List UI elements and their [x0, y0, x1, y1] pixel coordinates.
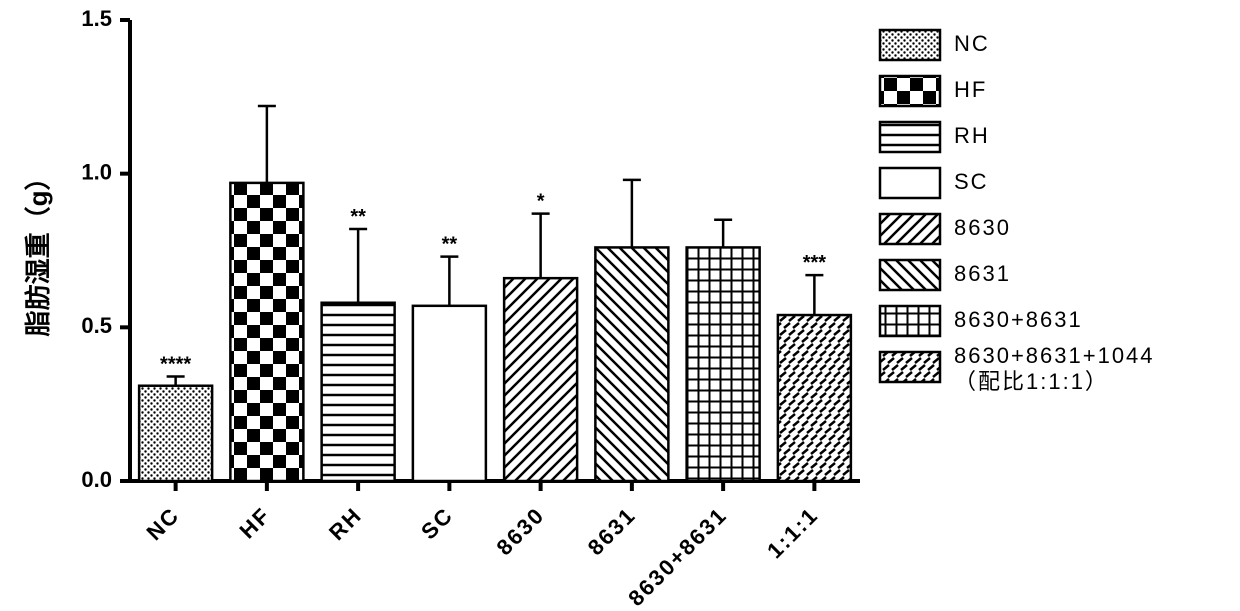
bar-1:1:1 [778, 315, 851, 481]
legend-item: 8630 [880, 214, 1011, 244]
legend-item: RH [880, 122, 990, 152]
x-tick-label: 1:1:1 [762, 502, 823, 563]
bar-RH [322, 303, 395, 481]
x-tick-label: NC [141, 502, 184, 545]
bar-NC [139, 386, 212, 481]
x-tick-label: 8631 [583, 502, 641, 560]
legend-label: （配比1:1:1） [954, 369, 1109, 394]
bar-8631 [595, 247, 668, 481]
legend-item: NC [880, 30, 990, 60]
legend-label: SC [954, 169, 989, 194]
bar-HF [230, 183, 303, 481]
y-tick-label: 1.5 [81, 6, 112, 31]
y-tick-label: 0.0 [81, 467, 112, 492]
legend-item: HF [880, 76, 987, 106]
legend-label: 8630+8631 [954, 307, 1083, 332]
signif-annotation: * [537, 191, 545, 213]
signif-annotation: ** [350, 206, 366, 228]
x-tick-label: 8630 [492, 502, 550, 560]
legend-label: 8630+8631+1044 [954, 343, 1155, 368]
y-tick-label: 0.5 [81, 313, 112, 338]
legend-item: 8631 [880, 260, 1011, 290]
bar-SC [413, 306, 486, 481]
legend-label: 8630 [954, 215, 1011, 240]
bar-8630 [504, 278, 577, 481]
x-tick-label: 8630+8631 [623, 502, 732, 611]
legend-label: RH [954, 123, 990, 148]
chart-container: 0.0 0.5 1.0 1.5 脂肪湿重（g） **** NC HF ** RH ** SC * 8630… [0, 0, 1240, 611]
signif-annotation: **** [160, 354, 191, 376]
bar-chart: 0.0 0.5 1.0 1.5 脂肪湿重（g） **** NC HF ** RH ** SC * 8630… [0, 0, 1240, 611]
signif-annotation: ** [442, 234, 458, 256]
x-tick-label: HF [234, 502, 275, 543]
x-tick-label: RH [324, 502, 367, 545]
legend-item: SC [880, 168, 989, 198]
y-tick-label: 1.0 [81, 159, 112, 184]
bar-8630+8631 [687, 247, 760, 481]
legend-item: 8630+8631 [880, 306, 1083, 336]
legend-label: NC [954, 31, 990, 56]
legend-item: 8630+8631+1044（配比1:1:1） [880, 343, 1155, 394]
y-axis-label: 脂肪湿重（g） [23, 165, 53, 337]
signif-annotation: *** [803, 252, 827, 274]
x-tick-label: SC [416, 502, 458, 544]
legend-label: 8631 [954, 261, 1011, 286]
legend-label: HF [954, 77, 987, 102]
